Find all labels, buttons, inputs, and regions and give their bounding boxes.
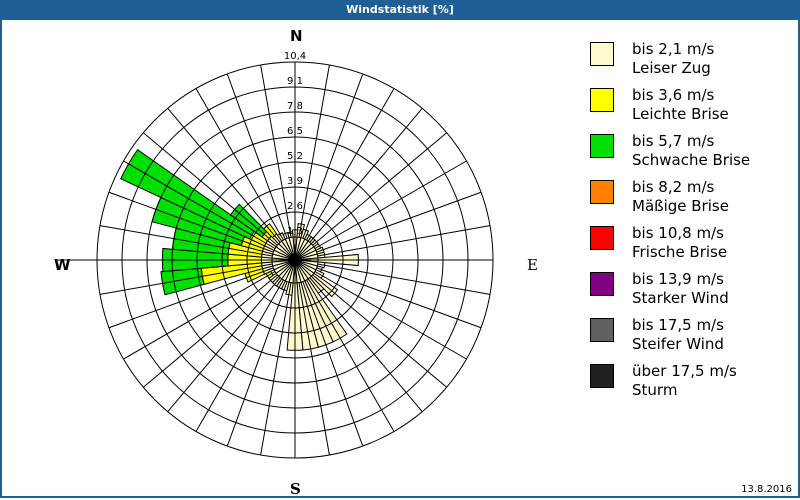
grid-spoke <box>312 132 447 246</box>
grid-spoke <box>143 274 278 388</box>
grid-spoke <box>316 191 482 253</box>
grid-spoke <box>195 279 284 432</box>
grid-spoke <box>123 160 276 249</box>
grid-spoke <box>309 108 423 243</box>
legend-swatch <box>590 272 614 296</box>
grid-spoke <box>314 271 467 360</box>
grid-spoke <box>167 108 281 243</box>
wind-rose-chart: 1,3 2,6 3,9 5,2 6,5 7,8 9,1 10,4 <box>55 51 494 459</box>
legend-range: bis 3,6 m/s <box>632 86 715 104</box>
legend-range: bis 10,8 m/s <box>632 224 724 242</box>
grid-spoke <box>317 225 491 257</box>
grid-spoke <box>99 225 273 257</box>
legend-label: Schwache Brise <box>632 151 751 169</box>
chart-title: Windstatistik [%] <box>0 0 800 20</box>
legend-range: bis 2,1 m/s <box>632 40 715 58</box>
grid-spoke <box>302 73 364 239</box>
grid-spoke <box>260 282 292 456</box>
grid-spoke <box>317 263 491 295</box>
ring-label: 10,4 <box>284 51 306 62</box>
compass-south: S <box>290 480 301 498</box>
legend-swatch <box>590 318 614 342</box>
grid-spoke <box>316 267 482 329</box>
legend-label: Starker Wind <box>632 289 729 307</box>
legend-label: Frische Brise <box>632 243 728 261</box>
wind-rose-grid <box>55 61 494 459</box>
ring-label: 5,2 <box>287 151 303 162</box>
legend-range: über 17,5 m/s <box>632 362 737 380</box>
grid-spoke <box>306 88 395 241</box>
compass-east: E <box>527 256 538 274</box>
legend-range: bis 5,7 m/s <box>632 132 715 150</box>
legend-label: Steifer Wind <box>632 335 724 353</box>
grid-spoke <box>226 281 288 447</box>
ring-label: 7,8 <box>287 101 303 112</box>
ring-label: 3,9 <box>287 176 303 187</box>
grid-spoke <box>108 191 274 253</box>
legend-swatch <box>590 180 614 204</box>
ring-label: 9,1 <box>287 76 303 87</box>
legend-swatch <box>590 226 614 250</box>
grid-spoke <box>99 263 273 295</box>
legend-label: Sturm <box>632 381 678 399</box>
grid-spoke <box>312 274 447 388</box>
ring-labels: 1,3 2,6 3,9 5,2 6,5 7,8 9,1 10,4 <box>284 51 306 237</box>
grid-spoke <box>123 271 276 360</box>
grid-spoke <box>306 279 395 432</box>
grid-spoke <box>167 277 281 412</box>
legend-swatch <box>590 42 614 66</box>
grid-spoke <box>108 267 274 329</box>
petal-segment <box>160 267 205 296</box>
grid-spoke <box>298 64 330 238</box>
legend-range: bis 13,9 m/s <box>632 270 724 288</box>
grid-spoke <box>302 281 364 447</box>
grid-spoke <box>314 160 467 249</box>
legend-label: Leichte Brise <box>632 105 729 123</box>
grid-spoke <box>298 282 330 456</box>
legend-range: bis 17,5 m/s <box>632 316 724 334</box>
legend-label: Mäßige Brise <box>632 197 729 215</box>
legend-swatch <box>590 88 614 112</box>
compass-west: W <box>54 256 71 274</box>
legend-swatch <box>590 364 614 388</box>
grid-spoke <box>143 132 278 246</box>
legend-range: bis 8,2 m/s <box>632 178 715 196</box>
grid-spoke <box>309 277 423 412</box>
compass-north: N <box>290 27 303 45</box>
date-stamp: 13.8.2016 <box>741 484 792 495</box>
grid-spoke <box>226 73 288 239</box>
grid-spoke <box>260 64 292 238</box>
ring-label: 1,3 <box>287 226 303 237</box>
grid-spoke <box>195 88 284 241</box>
legend-label: Leiser Zug <box>632 59 711 77</box>
legend-swatch <box>590 134 614 158</box>
ring-label: 2,6 <box>287 201 303 212</box>
ring-label: 6,5 <box>287 126 303 137</box>
